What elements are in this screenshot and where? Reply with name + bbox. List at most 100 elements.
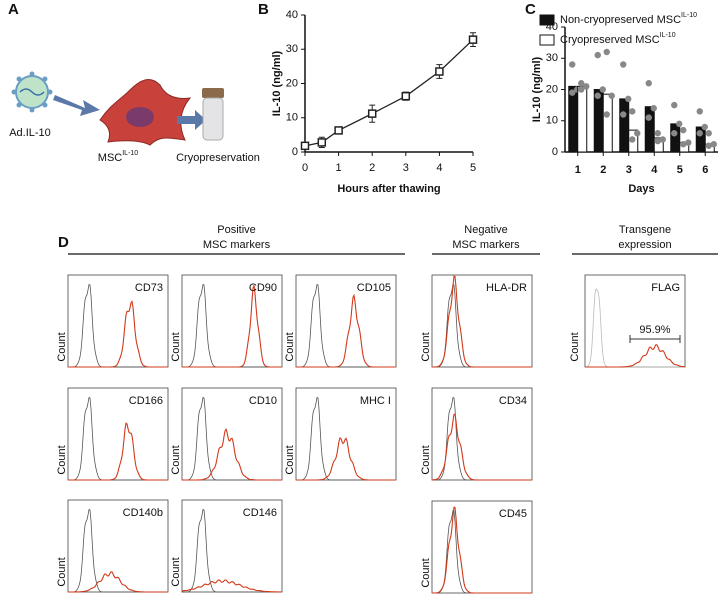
virus-label: Ad.IL-10 [9,127,51,139]
legend-sup: IL-10 [681,12,697,19]
data-point [696,130,703,137]
stain-curve [432,275,532,368]
histogram [296,283,396,368]
data-point [594,92,601,99]
gate [629,335,681,343]
histogram [432,506,532,594]
y-tick-label: 10 [286,112,298,124]
bar [593,89,604,153]
count-label: Count [56,557,68,586]
data-point [654,137,661,145]
legend-sup: IL-10 [660,32,676,39]
stain-curve [296,293,396,368]
stain-curve [181,579,283,593]
isotype-curve [182,508,282,593]
group-title: Negative [464,224,507,236]
count-label: Count [170,332,182,361]
x-tick-label: 6 [702,164,708,176]
count-label: Count [56,445,68,474]
x-tick-label: 4 [436,162,442,174]
histogram [432,275,532,368]
cell-label-sup: IL-10 [122,150,138,157]
histogram-frame [67,499,169,593]
nucleus [126,107,154,127]
arrow [53,95,100,116]
bar [619,98,630,153]
y-tick-label: 20 [546,83,558,95]
stain-curve [585,344,686,368]
y-tick-label: 10 [546,115,558,127]
histogram [432,396,532,481]
marker [435,67,444,76]
data-point [671,101,678,109]
data-point [569,89,576,96]
legend-label: Non-cryopreserved MSCIL-10 [560,12,697,26]
legend-swatch [539,34,555,46]
histogram [584,288,686,368]
bar [695,126,706,153]
histogram [296,396,396,481]
legend-label: Cryopreserved MSCIL-10 [560,32,676,46]
bar [653,137,664,153]
data-point [650,105,657,112]
data-point [634,130,641,137]
virus [11,71,53,113]
data-point [620,61,627,68]
legend-name: Cryopreserved MSC [560,34,660,46]
data-point [685,139,692,146]
count-label: Count [56,332,68,361]
x-axis-label: Days [628,183,654,195]
stain-curve [296,436,396,481]
legend-swatch [539,14,555,26]
panel-label: D [58,234,69,251]
histogram-frame [181,387,283,481]
marker-label: FLAG [651,282,680,294]
data-point [603,111,610,118]
data-point [645,80,652,87]
data-point [659,136,666,143]
histogram-frame [584,274,686,368]
count-label: Count [569,332,581,361]
group-title: Positive [217,224,256,236]
data-point [599,86,606,93]
x-tick-label: 3 [403,162,409,174]
stain-curve [68,300,168,368]
histogram [68,508,168,593]
bar [577,85,588,153]
marker-label: MHC I [360,395,391,407]
marker [367,109,377,118]
bar [602,93,613,153]
stain-curve [432,413,532,481]
marker [468,35,478,44]
data-point [629,108,636,115]
marker-label: CD34 [499,395,527,407]
count-label: Count [284,332,296,361]
panel-label: A [8,1,19,18]
line [304,39,474,147]
marker-label: CD105 [357,282,391,294]
data-point [696,108,703,115]
tube-cap [202,88,224,98]
count-label: Count [284,445,296,474]
group-title: MSC markers [452,239,520,251]
stain-curve [68,422,168,481]
count-label: Count [420,558,432,587]
data-point [629,136,636,143]
y-tick-label: 0 [552,146,558,158]
gate-label: 95.9% [639,324,670,336]
data-point [676,120,683,128]
data-point [680,126,687,134]
data-point [654,130,661,137]
marker-label: CD45 [499,508,527,520]
x-tick-label: 2 [369,162,375,174]
data-point [603,48,610,56]
histogram-frame [67,274,169,368]
isotype-curve [584,288,685,368]
histogram-frame [295,387,397,481]
count-label: Count [420,332,432,361]
x-tick-label: 5 [470,162,476,174]
bar [644,106,655,153]
cell-label: MSCIL-10 [98,150,139,164]
